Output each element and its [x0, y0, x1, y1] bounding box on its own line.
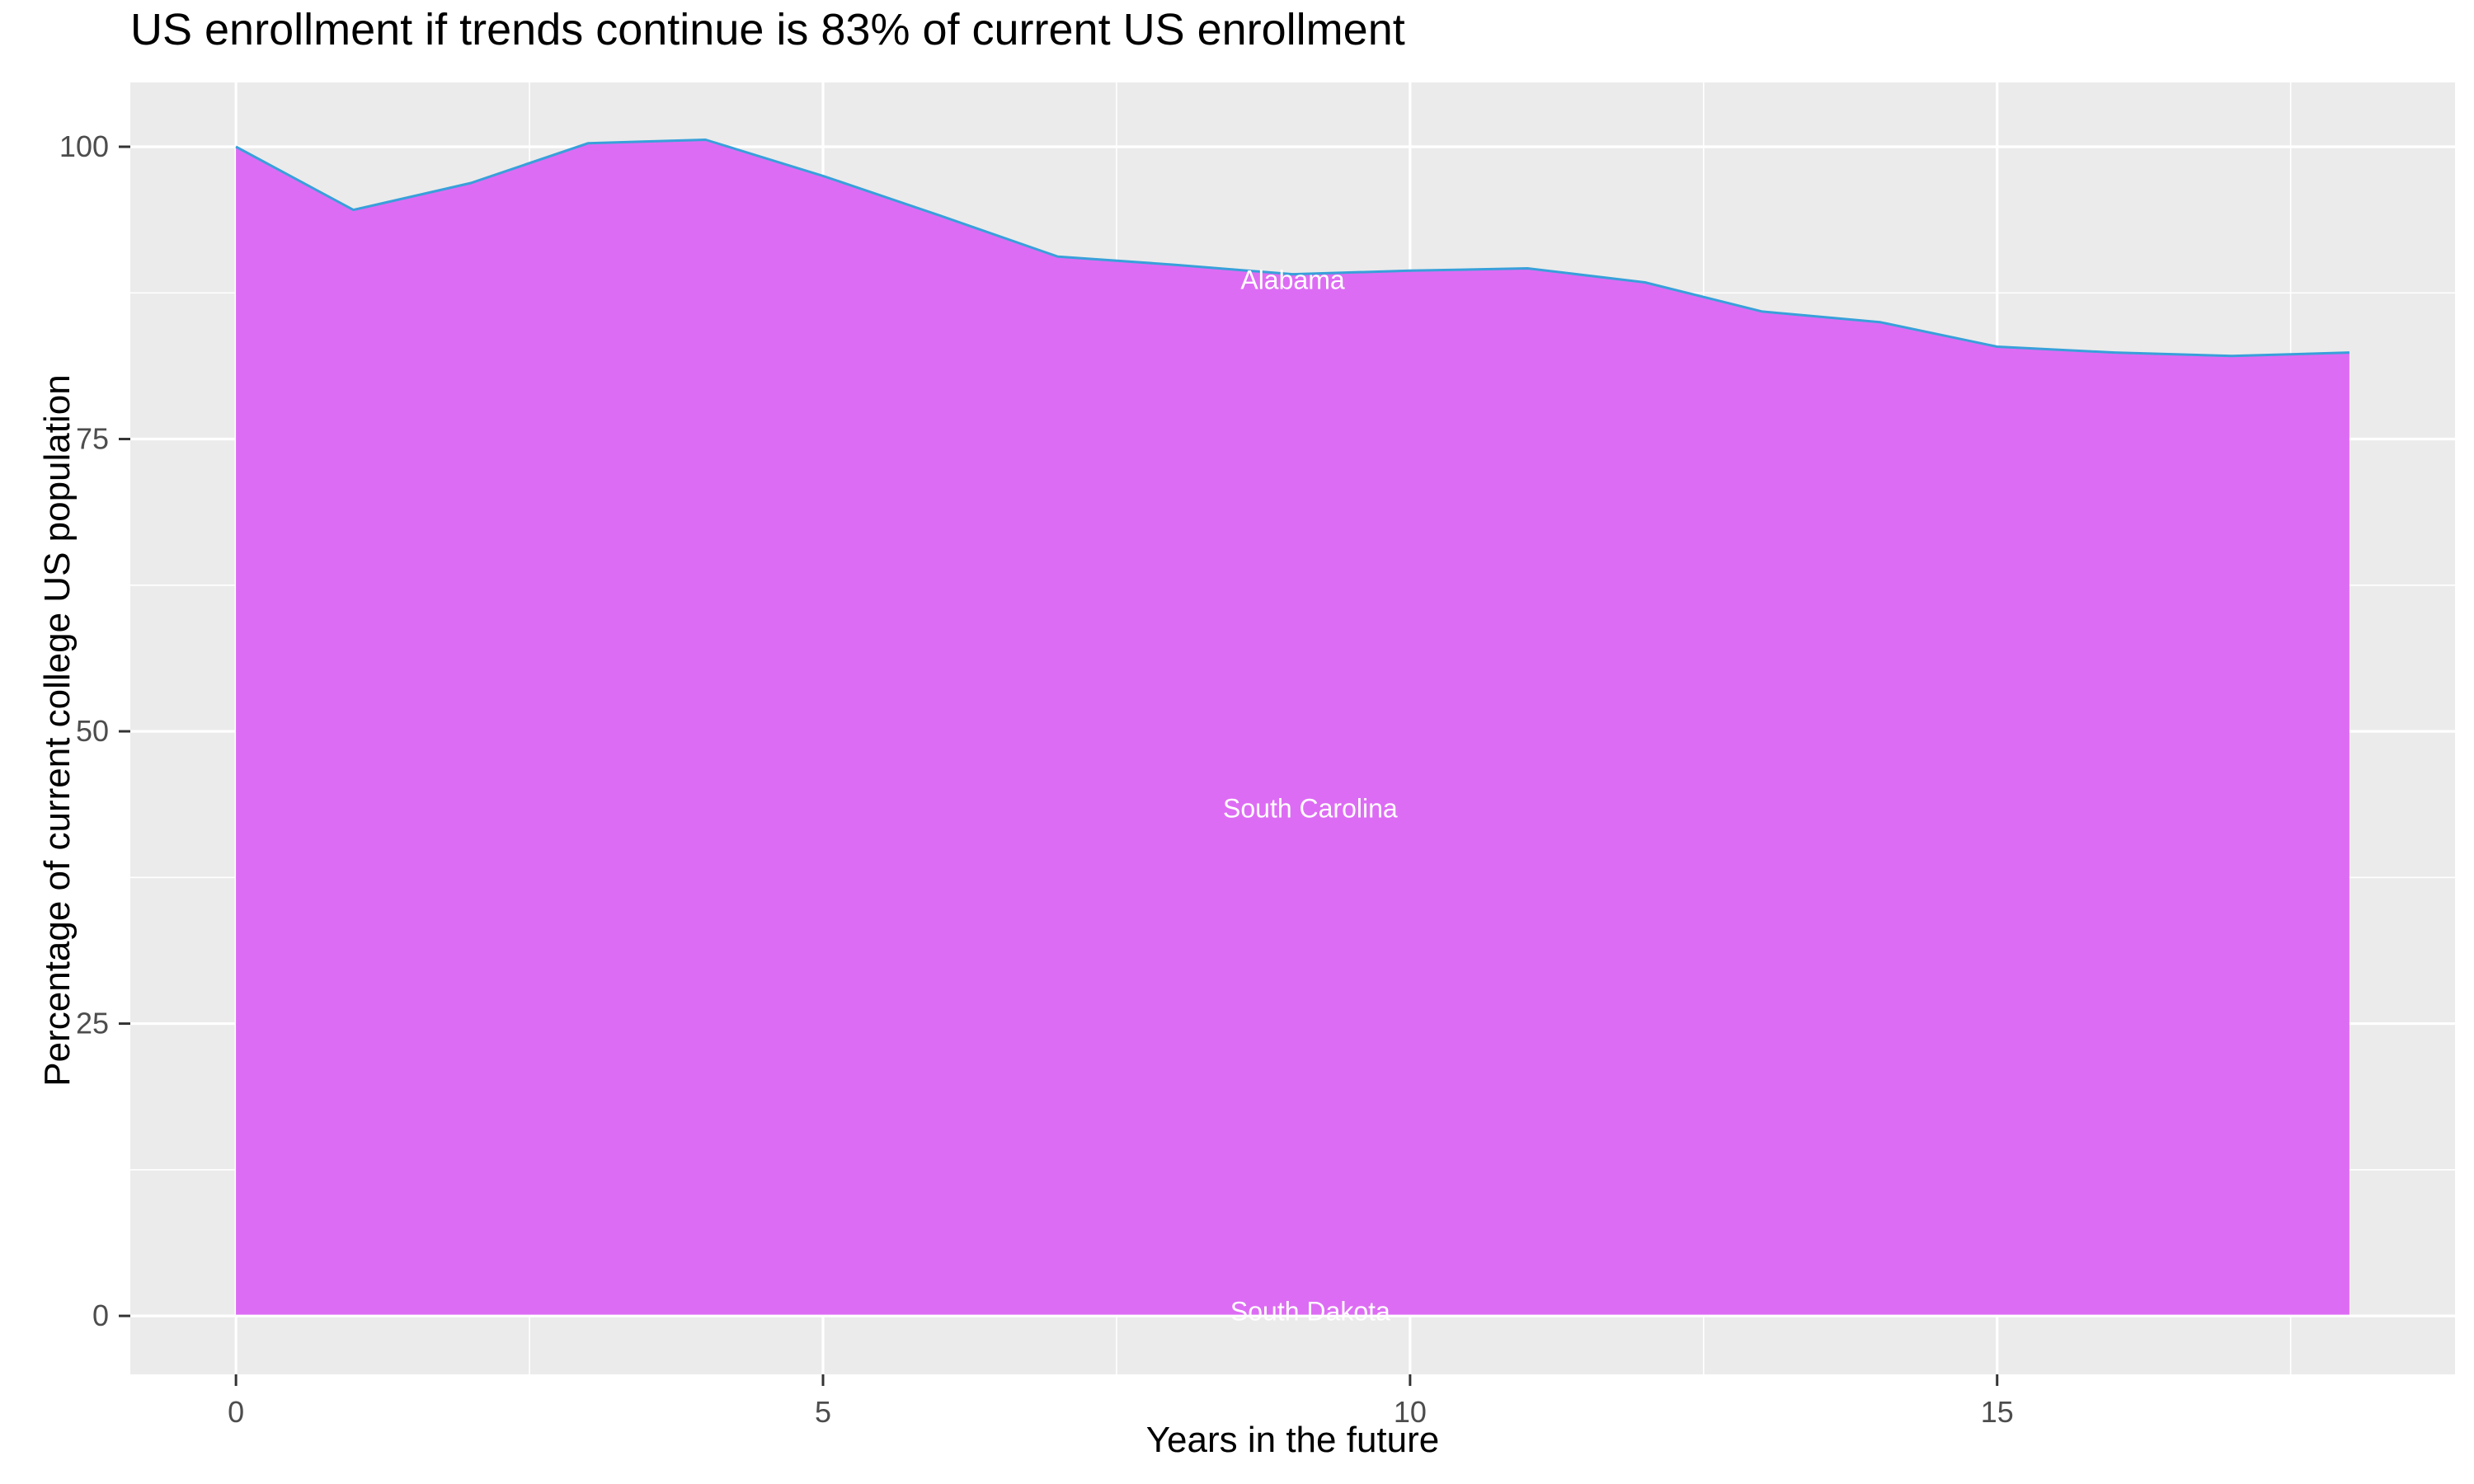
- state-labels: Alabama South Carolina South Dakota: [1223, 265, 1398, 1327]
- y-tick-label: 25: [76, 1007, 109, 1040]
- area-series: [235, 139, 2349, 1315]
- x-tick-label: 0: [228, 1395, 244, 1429]
- axis-tick-marks: [119, 145, 1999, 1386]
- y-axis-title: Percentage of current college US populat…: [37, 374, 78, 1087]
- y-tick-label: 50: [76, 714, 109, 748]
- stacked-area-fill: [236, 139, 2349, 1315]
- x-tick-label: 10: [1394, 1395, 1427, 1429]
- x-tick-label: 5: [815, 1395, 831, 1429]
- y-tick-label: 0: [92, 1298, 109, 1332]
- y-tick-label: 75: [76, 422, 109, 456]
- x-tick-label: 15: [1981, 1395, 2014, 1429]
- state-label-alabama: Alabama: [1240, 265, 1345, 295]
- state-label-south-dakota: South Dakota: [1230, 1296, 1390, 1326]
- x-axis-title: Years in the future: [1145, 1420, 1440, 1460]
- enrollment-trend-line: [235, 139, 2349, 358]
- chart-title: US enrollment if trends continue is 83% …: [130, 5, 1405, 54]
- state-label-south-carolina: South Carolina: [1223, 794, 1398, 824]
- axis-tick-labels: 0 5 10 15 0 25 50 75 100: [59, 129, 2014, 1429]
- y-tick-label: 100: [59, 129, 109, 163]
